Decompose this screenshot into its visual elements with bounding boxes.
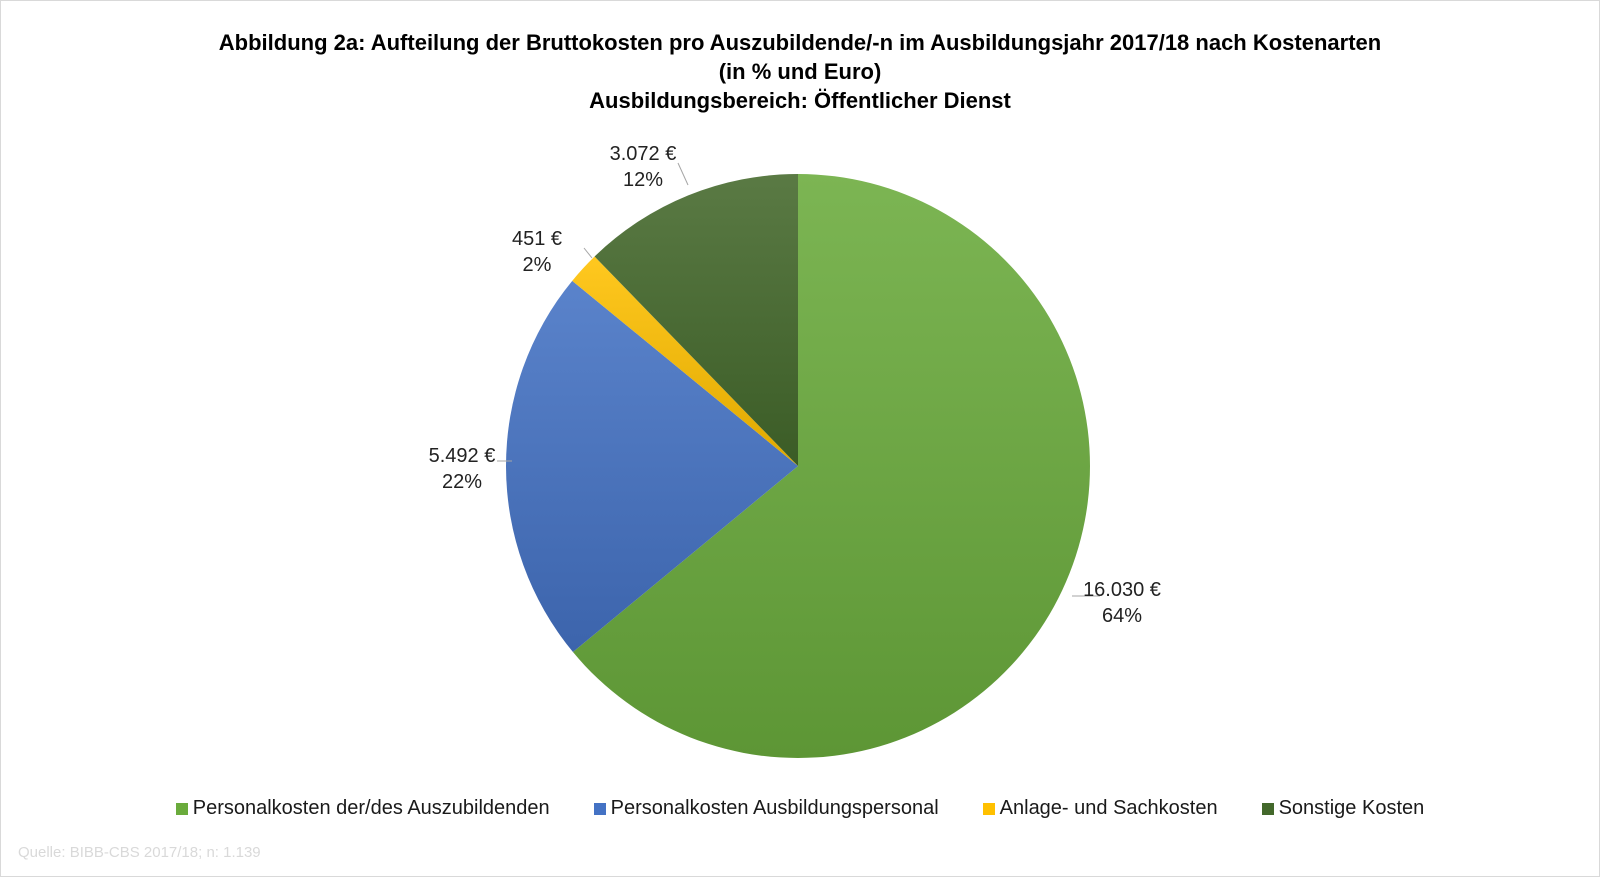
chart-title-line-1: Abbildung 2a: Aufteilung der Bruttokoste… — [218, 30, 1382, 55]
chart-title-line-2: (in % und Euro) — [718, 59, 882, 84]
pie-slice-2 — [505, 280, 798, 653]
slice-value-label-2: 5.492 € — [429, 445, 496, 467]
slice-percent-label-2: 22% — [442, 471, 482, 493]
legend-swatch-3 — [982, 802, 995, 815]
slice-percent-label-4: 12% — [623, 169, 663, 191]
leader-line-3 — [583, 247, 593, 259]
legend-label-2: Personalkosten Ausbildungspersonal — [610, 797, 939, 819]
leader-lines — [497, 162, 1100, 597]
legend-item-2: Personalkosten Ausbildungspersonal — [593, 797, 939, 820]
source-note: Quelle: BIBB-CBS 2017/18; n: 1.139 — [18, 844, 261, 861]
legend-label-1: Personalkosten der/des Auszubildenden — [192, 797, 550, 819]
slice-value-label-4: 3.072 € — [610, 143, 677, 165]
pie-slice-4 — [594, 174, 798, 466]
pie-slices — [505, 174, 1090, 758]
slice-value-label-3: 451 € — [512, 228, 562, 250]
legend-item-4: Sonstige Kosten — [1261, 797, 1425, 820]
data-labels: 16.030 € 64% 5.492 € 22% 451 € 2% 3.072 € 12% — [429, 143, 1161, 627]
legend-swatch-2 — [593, 802, 606, 815]
legend-item-1: Personalkosten der/des Auszubildenden — [175, 797, 550, 820]
chart-title: Abbildung 2a: Aufteilung der Bruttokoste… — [0, 28, 1600, 115]
slice-percent-label-1: 64% — [1102, 605, 1142, 627]
slice-value-label-1: 16.030 € — [1083, 579, 1161, 601]
chart-title-line-3: Ausbildungsbereich: Öffentlicher Dienst — [589, 88, 1011, 113]
legend-item-3: Anlage- und Sachkosten — [982, 797, 1218, 820]
pie-slice-1 — [572, 174, 1090, 758]
leader-line-4 — [677, 162, 689, 186]
legend-swatch-4 — [1261, 802, 1274, 815]
slice-percent-label-3: 2% — [523, 254, 552, 276]
legend-label-4: Sonstige Kosten — [1278, 797, 1425, 819]
legend-swatch-1 — [175, 802, 188, 815]
chart-legend: Personalkosten der/des Auszubildenden Per… — [0, 797, 1600, 820]
legend-label-3: Anlage- und Sachkosten — [999, 797, 1218, 819]
pie-slice-3 — [572, 256, 798, 466]
